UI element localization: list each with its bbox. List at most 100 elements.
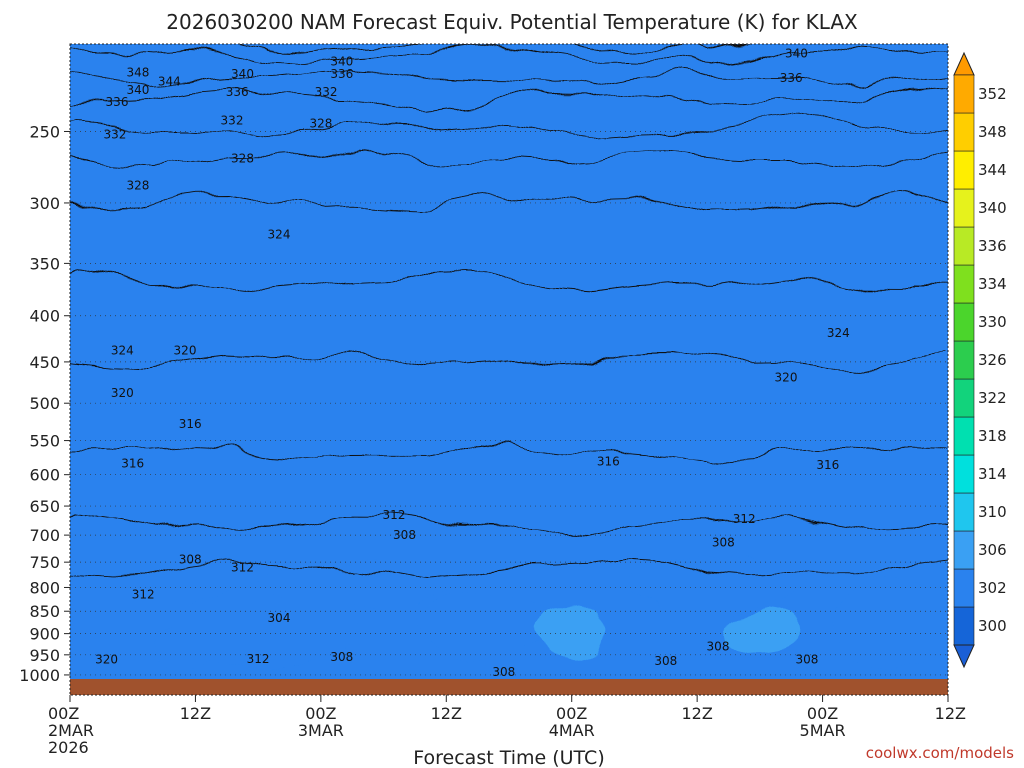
y-tick-label: 350 [29,254,60,273]
colorbar-swatch [953,378,975,418]
contour-label: 316 [179,417,202,431]
colorbar-label: 300 [978,617,1007,635]
y-tick-label: 250 [29,122,60,141]
contour-label: 308 [492,665,515,679]
y-tick-label: 550 [29,432,60,451]
colorbar-above-arrow [953,51,975,76]
colorbar-swatch [953,264,975,304]
y-tick-label: 450 [29,353,60,372]
colorbar: 300 302 306 310 314 318 322 326 330 334 336 340 344 3… [953,51,1007,669]
contour-label: 308 [330,650,353,664]
y-tick-label: 1000 [19,666,60,685]
cool-cell [628,554,808,611]
isotherm-line [70,68,948,87]
credit-text: coolwx.com/models [866,744,1014,762]
contour-label: 312 [231,560,254,574]
contour-label: 304 [268,611,291,625]
colorbar-label: 330 [978,313,1007,331]
x-tick-label: 00Z [48,704,79,723]
x-tick-label: 2MAR [48,721,94,740]
contour-label: 328 [126,179,149,193]
isotherm-line [70,273,948,292]
x-tick-label: 00Z [305,704,336,723]
isotherm-line [70,352,948,369]
contour-label: 316 [121,456,144,470]
contour-label: 308 [795,653,818,667]
contour-label: 336 [780,71,803,85]
contour-label: 336 [330,67,353,81]
colorbar-label: 306 [978,541,1007,559]
x-tick-label: 5MAR [800,721,846,740]
contour-label: 340 [330,54,353,68]
contour-label: 320 [111,386,134,400]
colorbar-swatch [953,150,975,190]
contour-label: 328 [231,152,254,166]
x-tick-label: 3MAR [298,721,344,740]
colorbar-label: 318 [978,427,1007,445]
contour-label: 340 [126,83,149,97]
contour-labels: 3483443403363323283403363323283403363323… [95,47,850,679]
contour-label: 308 [707,640,730,654]
colorbar-label: 336 [978,237,1007,255]
contour-label: 328 [309,117,332,131]
isotherm-contours [70,44,948,577]
contour-label: 316 [816,458,839,472]
colorbar-swatch [953,302,975,342]
y-tick-label: 800 [29,578,60,597]
cool-cell [159,624,211,669]
contour-label: 312 [247,652,270,666]
y-tick-label: 600 [29,466,60,485]
chart-title: 2026030200 NAM Forecast Equiv. Potential… [166,10,858,34]
isotherm-line [70,559,948,577]
colorbar-swatch [953,606,975,646]
colorbar-label: 344 [978,161,1007,179]
contour-label: 324 [111,343,134,357]
y-tick-label: 400 [29,307,60,326]
contour-label: 308 [179,553,202,567]
isotherm-line [70,443,948,463]
isotherm-line [70,515,948,533]
contour-label: 336 [106,95,129,109]
cool-cell [262,558,463,607]
x-tick-label: 12Z [431,704,462,723]
y-tick-label: 500 [29,394,60,413]
colorbar-below-arrow [953,644,975,669]
colorbar-swatch [953,74,975,114]
y-tick-label: 300 [29,194,60,213]
isotherm-line [70,46,948,64]
y-tick-label: 900 [29,625,60,644]
colorbar-swatch [953,340,975,380]
x-tick-label: 12Z [180,704,211,723]
colorbar-swatch [953,112,975,152]
contour-label: 336 [226,85,249,99]
cool-cell [535,605,608,662]
x-tick-label: 2026 [48,738,89,757]
low-theta-e-cells [159,554,948,673]
colorbar-label: 314 [978,465,1007,483]
contour-label: 312 [132,588,155,602]
contour-label: 324 [827,326,850,340]
colorbar-swatch [953,492,975,532]
x-tick-label: 12Z [681,704,712,723]
contour-label: 340 [785,47,808,61]
isotherm-line [70,150,948,169]
contour-label: 308 [712,535,735,549]
contour-label: 312 [733,512,756,526]
contour-label: 320 [775,370,798,384]
contour-label: 312 [383,508,406,522]
x-tick-label: 00Z [807,704,838,723]
contour-label: 332 [315,85,338,99]
colorbar-label: 310 [978,503,1007,521]
cool-cell [418,594,559,655]
cool-cell [178,582,359,667]
colorbar-label: 322 [978,389,1007,407]
isotherm-line [70,89,948,108]
contour-label: 332 [103,128,126,142]
cool-cell [833,576,948,673]
contour-label: 324 [268,227,291,241]
colorbar-label: 302 [978,579,1007,597]
contour-label: 340 [231,67,254,81]
y-tick-label: 850 [29,602,60,621]
colorbar-swatch [953,530,975,570]
